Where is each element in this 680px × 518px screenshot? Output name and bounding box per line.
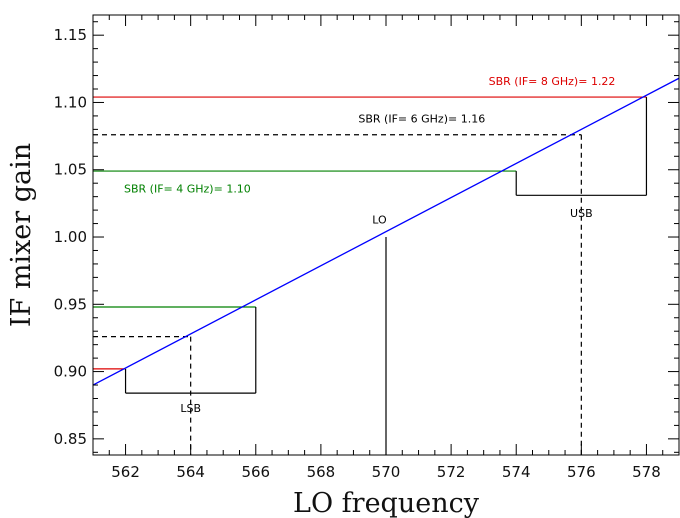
x-tick-label: 570 <box>372 463 401 481</box>
y-tick-label: 0.90 <box>54 363 87 381</box>
y-axis-title: IF mixer gain <box>6 143 37 327</box>
annotation: LO <box>372 214 387 227</box>
x-tick-label: 578 <box>632 463 661 481</box>
y-tick-label: 1.10 <box>54 93 87 111</box>
annotation: SBR (IF= 4 GHz)= 1.10 <box>124 183 251 196</box>
x-tick-label: 566 <box>241 463 270 481</box>
annotation: SBR (IF= 8 GHz)= 1.22 <box>489 75 616 88</box>
x-tick-label: 564 <box>176 463 205 481</box>
y-tick-label: 0.95 <box>54 295 87 313</box>
y-tick-label: 1.05 <box>54 161 87 179</box>
axis-ticks: 562 564 566 568 570 572 574 576 578 0.85 0.90 0.95 1… <box>54 15 680 481</box>
y-tick-label: 1.15 <box>54 26 87 44</box>
x-tick-label: 568 <box>307 463 336 481</box>
x-tick-label: 572 <box>437 463 466 481</box>
x-axis-title: LO frequency <box>293 488 480 518</box>
annotation: SBR (IF= 6 GHz)= 1.16 <box>358 113 485 126</box>
x-tick-label: 574 <box>502 463 531 481</box>
annotation: LSB <box>180 402 201 415</box>
annotation: USB <box>570 207 593 220</box>
series-line <box>92 77 680 386</box>
y-tick-label: 1.00 <box>54 228 87 246</box>
plot-content: SBR (IF= 8 GHz)= 1.22 SBR (IF= 6 GHz)= 1.… <box>92 75 680 455</box>
x-tick-label: 576 <box>567 463 596 481</box>
y-tick-label: 0.85 <box>54 430 87 448</box>
x-tick-label: 562 <box>111 463 140 481</box>
